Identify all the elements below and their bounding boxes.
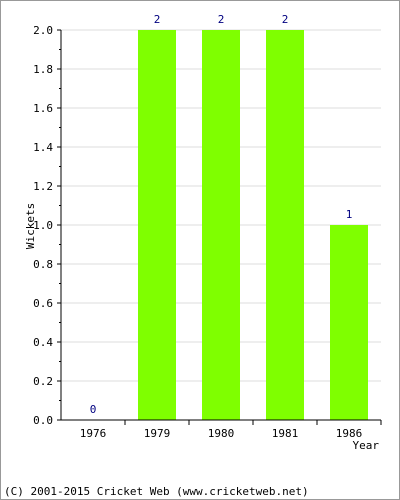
- x-tick-label: 1986: [336, 427, 363, 440]
- y-tick-label: 0.4: [33, 336, 53, 349]
- data-label-1976: 0: [90, 403, 97, 416]
- y-tick-label: 0.8: [33, 258, 53, 271]
- y-tick-label: 2.0: [33, 24, 53, 37]
- bar-1979: [138, 30, 176, 420]
- x-tick-label: 1980: [208, 427, 235, 440]
- y-axis-title: Wickets: [24, 203, 37, 249]
- y-tick-label: 1.2: [33, 180, 53, 193]
- y-tick-label: 1.4: [33, 141, 53, 154]
- data-label-1981: 2: [282, 13, 289, 26]
- x-tick-label: 1979: [144, 427, 171, 440]
- bar-1980: [202, 30, 240, 420]
- x-tick-label: 1981: [272, 427, 299, 440]
- y-ticks: 0.0 0.2 0.4 0.6 0.8 1.0 1.2 1.4 1.6 1.8 2.0: [33, 24, 61, 427]
- x-ticks: 1976 1979 1980 1981 1986: [80, 420, 382, 440]
- bars-group: [138, 30, 368, 420]
- y-tick-label: 1.8: [33, 63, 53, 76]
- data-labels: 0 2 2 2 1: [90, 13, 353, 416]
- y-tick-label: 0.0: [33, 414, 53, 427]
- bar-1981: [266, 30, 304, 420]
- footer-copyright: (C) 2001-2015 Cricket Web (www.cricketwe…: [4, 485, 309, 498]
- bar-1986: [330, 225, 368, 420]
- data-label-1980: 2: [218, 13, 225, 26]
- y-tick-label: 1.0: [33, 219, 53, 232]
- x-tick-label: 1976: [80, 427, 107, 440]
- y-tick-label: 1.6: [33, 102, 53, 115]
- x-axis-title: Year: [353, 439, 380, 452]
- data-label-1979: 2: [154, 13, 161, 26]
- y-tick-label: 0.6: [33, 297, 53, 310]
- data-label-1986: 1: [346, 208, 353, 221]
- y-tick-label: 0.2: [33, 375, 53, 388]
